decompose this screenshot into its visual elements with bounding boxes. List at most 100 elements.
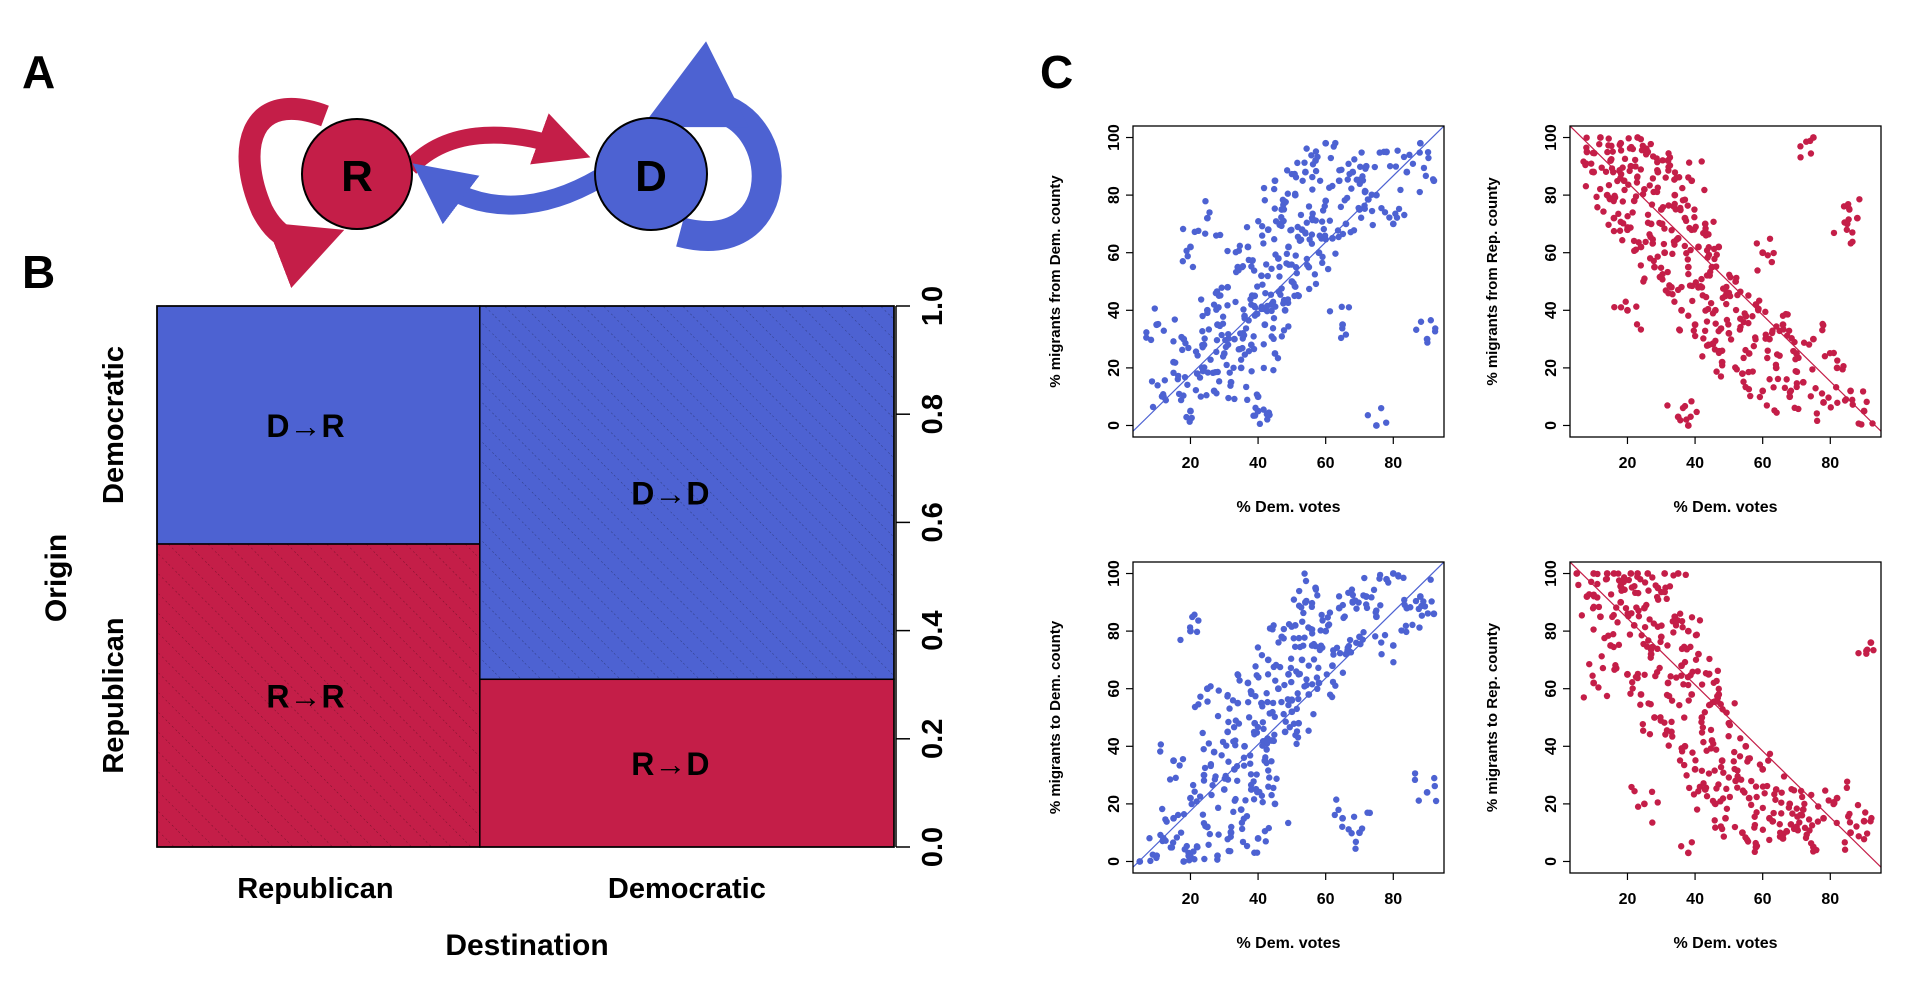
scatter-point bbox=[1252, 663, 1259, 670]
scatter-point bbox=[1248, 368, 1255, 375]
scatter-point bbox=[1274, 685, 1282, 693]
scatter-point bbox=[1597, 134, 1604, 141]
scatter-point bbox=[1225, 847, 1232, 855]
scatter-point bbox=[1242, 325, 1250, 332]
x-tick-label: 40 bbox=[1686, 455, 1704, 472]
scatter-point bbox=[1640, 278, 1647, 285]
scatter-point bbox=[1185, 852, 1192, 860]
plot-frame bbox=[1132, 125, 1445, 438]
scatter-point bbox=[1661, 570, 1669, 577]
scatter-point bbox=[1634, 570, 1642, 577]
scatter-point bbox=[1281, 681, 1288, 689]
scatter-point bbox=[1791, 404, 1798, 412]
scatter-point bbox=[1183, 842, 1190, 850]
scatter-point bbox=[1602, 168, 1610, 175]
scatter-point bbox=[1801, 800, 1808, 808]
scatter-point bbox=[1822, 787, 1829, 794]
scatter-point bbox=[1204, 309, 1211, 317]
scatter-point bbox=[1231, 395, 1238, 403]
mosaic-y-tick-value: 0.8 bbox=[917, 394, 949, 434]
scatter-point bbox=[1679, 184, 1686, 192]
scatter-point bbox=[1747, 801, 1755, 809]
scatter-point bbox=[1345, 304, 1353, 311]
scatter-point bbox=[1661, 225, 1668, 232]
scatter-point bbox=[1701, 186, 1708, 194]
mosaic-y-tick-label: Republican bbox=[98, 617, 130, 773]
scatter-point bbox=[1656, 219, 1663, 227]
scatter-point bbox=[1218, 284, 1225, 291]
scatter-point bbox=[1350, 227, 1358, 234]
y-tick-label: 100 bbox=[1106, 124, 1123, 151]
y-tick-label: 80 bbox=[1543, 186, 1560, 204]
scatter-point bbox=[1280, 300, 1287, 307]
scatter-point bbox=[1583, 134, 1590, 141]
scatter-point bbox=[1615, 570, 1622, 577]
scatter-point bbox=[1863, 650, 1870, 657]
x-tick-label: 60 bbox=[1754, 455, 1772, 472]
scatter-point bbox=[1700, 738, 1707, 746]
scatter-point bbox=[1748, 777, 1755, 785]
scatter-point bbox=[1265, 783, 1272, 790]
scatter-point bbox=[1230, 723, 1238, 731]
scatter-point bbox=[1357, 214, 1365, 221]
scatter-point bbox=[1247, 341, 1255, 349]
scatter-point bbox=[1232, 298, 1239, 306]
scatter-point bbox=[1773, 351, 1781, 358]
scatter-point bbox=[1428, 598, 1435, 605]
scatter-point bbox=[1617, 304, 1625, 311]
scatter-point bbox=[1732, 777, 1740, 785]
scatter-point bbox=[1430, 177, 1438, 185]
scatter-point bbox=[1819, 320, 1826, 328]
scatter-point bbox=[1752, 336, 1759, 343]
scatter-point bbox=[1707, 726, 1715, 734]
scatter-point bbox=[1210, 387, 1218, 395]
scatter-point bbox=[1234, 777, 1241, 784]
scatter-point bbox=[1588, 578, 1595, 586]
scatter-point bbox=[1713, 677, 1720, 685]
scatter-point bbox=[1769, 327, 1776, 334]
scatter-point bbox=[1237, 364, 1245, 372]
scatter-point bbox=[1830, 229, 1838, 237]
scatter-point bbox=[1193, 843, 1201, 851]
scatter-point bbox=[1670, 629, 1677, 636]
scatter-point bbox=[1759, 765, 1767, 773]
scatter-point bbox=[1746, 755, 1754, 762]
scatter-point bbox=[1772, 786, 1780, 793]
scatter-point bbox=[1661, 719, 1668, 726]
scatter-point bbox=[1703, 247, 1711, 254]
scatter-point bbox=[1266, 774, 1273, 781]
scatter-point bbox=[1696, 617, 1704, 624]
scatter-point bbox=[1586, 660, 1593, 668]
scatter-point bbox=[1280, 217, 1287, 225]
scatter-point bbox=[1667, 673, 1674, 680]
scatter-point bbox=[1285, 243, 1292, 251]
scatter-point bbox=[1382, 419, 1390, 426]
scatter-point bbox=[1573, 570, 1581, 577]
scatter-point bbox=[1745, 319, 1752, 327]
scatter-point bbox=[1230, 808, 1237, 816]
scatter-point bbox=[1295, 292, 1303, 300]
mosaic-x-tick-label: Democratic bbox=[608, 873, 766, 905]
scatter-point bbox=[1200, 777, 1208, 784]
scatter-point bbox=[1271, 350, 1279, 357]
y-tick-label: 60 bbox=[1106, 244, 1123, 262]
scatter-point bbox=[1715, 685, 1722, 693]
scatter-point bbox=[1157, 748, 1164, 755]
scatter-point bbox=[1189, 781, 1197, 789]
scatter-point bbox=[1624, 670, 1631, 678]
scatter-point bbox=[1261, 321, 1269, 329]
scatter-point bbox=[1231, 335, 1238, 343]
scatter-point bbox=[1322, 197, 1330, 205]
scatter-point bbox=[1593, 193, 1600, 201]
scatter-point bbox=[1199, 811, 1207, 818]
y-tick-label: 40 bbox=[1543, 301, 1560, 319]
scatter-point bbox=[1206, 209, 1213, 216]
scatter-point bbox=[1803, 831, 1810, 838]
scatter-point bbox=[1726, 271, 1733, 279]
scatter-point bbox=[1342, 220, 1350, 228]
scatter-point bbox=[1183, 413, 1190, 421]
mosaic-y-tick-value: 0.2 bbox=[917, 719, 949, 759]
scatter-point bbox=[1745, 386, 1753, 393]
x-axis-title: % Dem. votes bbox=[1673, 935, 1777, 952]
mosaic-cell-label: D→R bbox=[266, 408, 344, 444]
